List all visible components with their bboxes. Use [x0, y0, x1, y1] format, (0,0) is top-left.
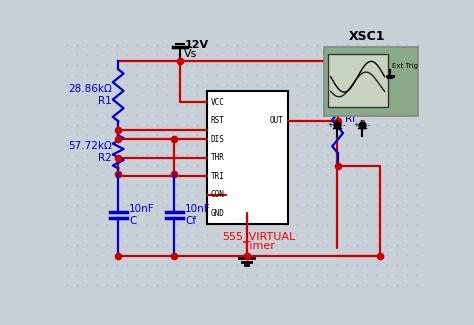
Text: 10nF
Cf: 10nF Cf [185, 204, 211, 226]
Text: CON: CON [210, 190, 225, 199]
Text: A: A [334, 120, 340, 129]
Text: -: - [343, 122, 345, 128]
Text: Vs: Vs [184, 49, 198, 59]
Text: +: + [328, 122, 334, 128]
Text: -: - [368, 122, 371, 128]
Text: OUT: OUT [270, 116, 284, 125]
Text: RST: RST [210, 116, 225, 125]
Text: 10nF
C: 10nF C [129, 204, 155, 226]
Text: 28.86kΩ
R1: 28.86kΩ R1 [68, 84, 112, 106]
Bar [328, 54, 388, 107]
Text: GND: GND [210, 209, 225, 217]
Text: 12V: 12V [184, 40, 209, 50]
Text: 100Ω
Rl: 100Ω Rl [346, 102, 373, 124]
Text: B: B [359, 120, 365, 129]
Text: THR: THR [210, 153, 225, 162]
Bar [324, 47, 418, 116]
Text: 555_VIRTUAL: 555_VIRTUAL [222, 231, 295, 242]
Text: DIS: DIS [210, 135, 225, 144]
Text: XSC1: XSC1 [349, 30, 385, 43]
Bar [207, 91, 288, 224]
Text: Timer: Timer [243, 241, 274, 251]
Text: +: + [353, 122, 359, 128]
Text: 57.72kΩ
R2: 57.72kΩ R2 [68, 141, 112, 162]
Text: TRI: TRI [210, 172, 225, 181]
Text: VCC: VCC [210, 98, 225, 107]
Text: Ext Trig: Ext Trig [392, 63, 418, 69]
